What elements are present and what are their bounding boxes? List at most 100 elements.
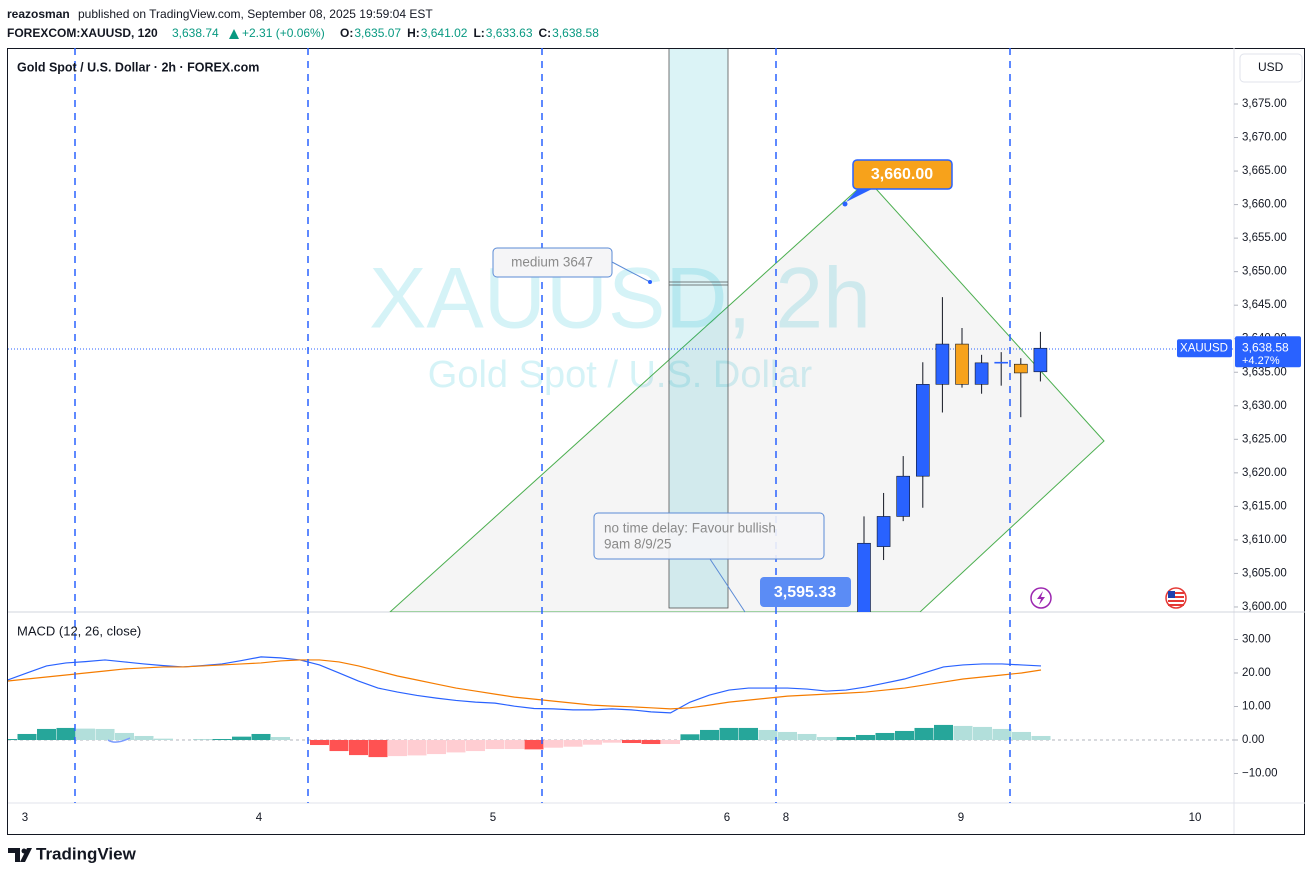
macd-y-tick-label: 0.00 [1242, 734, 1264, 746]
histogram-bar [895, 730, 914, 741]
symbol-box [1177, 339, 1232, 358]
author: reazosman [7, 7, 70, 21]
candle-body [955, 343, 969, 385]
histogram-bar [76, 728, 95, 741]
histogram-bar [310, 740, 329, 746]
histogram-bar [797, 733, 817, 741]
histogram-bar [700, 729, 719, 741]
x-tick-label: 8 [783, 812, 789, 824]
candle-body [915, 384, 930, 477]
histogram-bar [622, 740, 641, 744]
histogram-bar [856, 734, 875, 741]
ohlc-key: H: [407, 26, 420, 40]
histogram-bar [602, 740, 622, 743]
x-tick-label: 6 [724, 812, 730, 824]
medium-label: medium 3647 [511, 255, 593, 270]
histogram-bar [524, 740, 544, 750]
published: published on TradingView.com, September … [78, 7, 433, 21]
symbol-label: XAUUSD [1180, 342, 1228, 354]
last-price-label: 3,638.58 [1242, 340, 1289, 354]
histogram-bar [154, 738, 173, 741]
currency: USD [1258, 60, 1284, 74]
histogram-bar [115, 732, 134, 741]
main-pane: XAUUSD, 2h Gold Spot / U.S. Dollar [8, 49, 1234, 612]
ohlc: O: 3,635.07 H: 3,641.02 L: 3,633.63 C: 3,638.58 [340, 26, 599, 40]
macd-pane [8, 656, 1234, 758]
histogram-bar [817, 736, 836, 741]
medium-dot [648, 280, 652, 284]
histogram-bar [8, 738, 17, 741]
histogram-bar [388, 740, 407, 757]
histogram-bar [56, 727, 76, 741]
squiggle [107, 737, 131, 743]
macd-y-tick-label: 20.00 [1242, 667, 1271, 679]
y-tick-label: 3,670.00 [1242, 132, 1287, 144]
medium-connector [611, 261, 651, 283]
histogram-bar [758, 729, 778, 741]
histogram-bar [641, 740, 661, 745]
target-dot [842, 201, 848, 207]
ohlc-key: O: [340, 26, 353, 40]
y-tick-label: 3,620.00 [1242, 467, 1287, 479]
histogram-bar [661, 740, 680, 745]
histogram-bar [505, 740, 524, 750]
y-tick-label: 3,630.00 [1242, 400, 1287, 412]
histogram-bar [466, 740, 485, 752]
vertical-lines [74, 48, 1011, 803]
lightning [1037, 591, 1045, 605]
symbol: FOREXCOM:XAUUSD, 120 [7, 26, 158, 40]
y-tick-label: 3,655.00 [1242, 232, 1287, 244]
histogram-bar [680, 734, 700, 741]
x-tick-label: 10 [1189, 812, 1202, 824]
candle-body [857, 542, 871, 612]
ohlc-value: 3,635.07 [354, 26, 401, 40]
y-tick-label: 3,610.00 [1242, 534, 1287, 546]
candles [857, 297, 1048, 612]
change: +2.31 (+0.06%) [242, 26, 325, 40]
histogram-bar [17, 733, 37, 741]
y-tick-label: 3,635.00 [1242, 366, 1287, 378]
x-tick-label: 5 [490, 812, 496, 824]
note-line: no time delay: Favour bullish [604, 521, 776, 536]
low-label-box [760, 577, 851, 607]
candle-body [1013, 363, 1028, 374]
ohlc-key: L: [473, 26, 484, 40]
up-arrow [229, 29, 239, 39]
axes: 3,600.00 3,605.00 3,610.00 3,615.00 3,620.00… [22, 98, 1301, 824]
histogram-bar [37, 728, 56, 741]
x-tick-label: 3 [22, 812, 28, 824]
candle-body [896, 475, 911, 517]
histogram-bar [563, 740, 583, 747]
histogram-bar [934, 724, 953, 741]
chart-title: Gold Spot / U.S. Dollar · 2h · FOREX.com [17, 60, 259, 74]
currency-button[interactable] [1239, 53, 1303, 83]
last-price-change: +4.27% [1242, 355, 1280, 367]
histogram-bar [1031, 735, 1051, 741]
ohlc-value: 3,641.02 [421, 26, 468, 40]
macd-y-tick-label: 30.00 [1242, 634, 1271, 646]
histogram-bar [778, 731, 797, 741]
x-tick-label: 9 [958, 812, 964, 824]
candle-body [876, 516, 891, 547]
price: 3,638.74 [172, 26, 219, 40]
watermark-subtitle: Gold Spot / U.S. Dollar [428, 354, 813, 396]
note-box [593, 512, 825, 560]
ohlc-value: 3,633.63 [486, 26, 533, 40]
flag-stripes [1168, 591, 1184, 606]
y-tick-label: 3,660.00 [1242, 199, 1287, 211]
target-label-box [852, 159, 953, 190]
macd-y-tick-label: −10.00 [1242, 768, 1278, 780]
macd-line [8, 659, 1042, 710]
histogram-bar [973, 726, 992, 741]
note-connector [709, 558, 746, 613]
candle-body [974, 362, 989, 385]
histogram-bar [446, 740, 466, 753]
y-tick-label: 3,665.00 [1242, 165, 1287, 177]
note-line: 9am 8/9/25 [604, 537, 672, 552]
x-tick-label: 4 [256, 812, 263, 824]
low-label: 3,595.33 [774, 584, 836, 601]
ohlc-key: C: [539, 26, 552, 40]
candle-body [935, 343, 950, 385]
